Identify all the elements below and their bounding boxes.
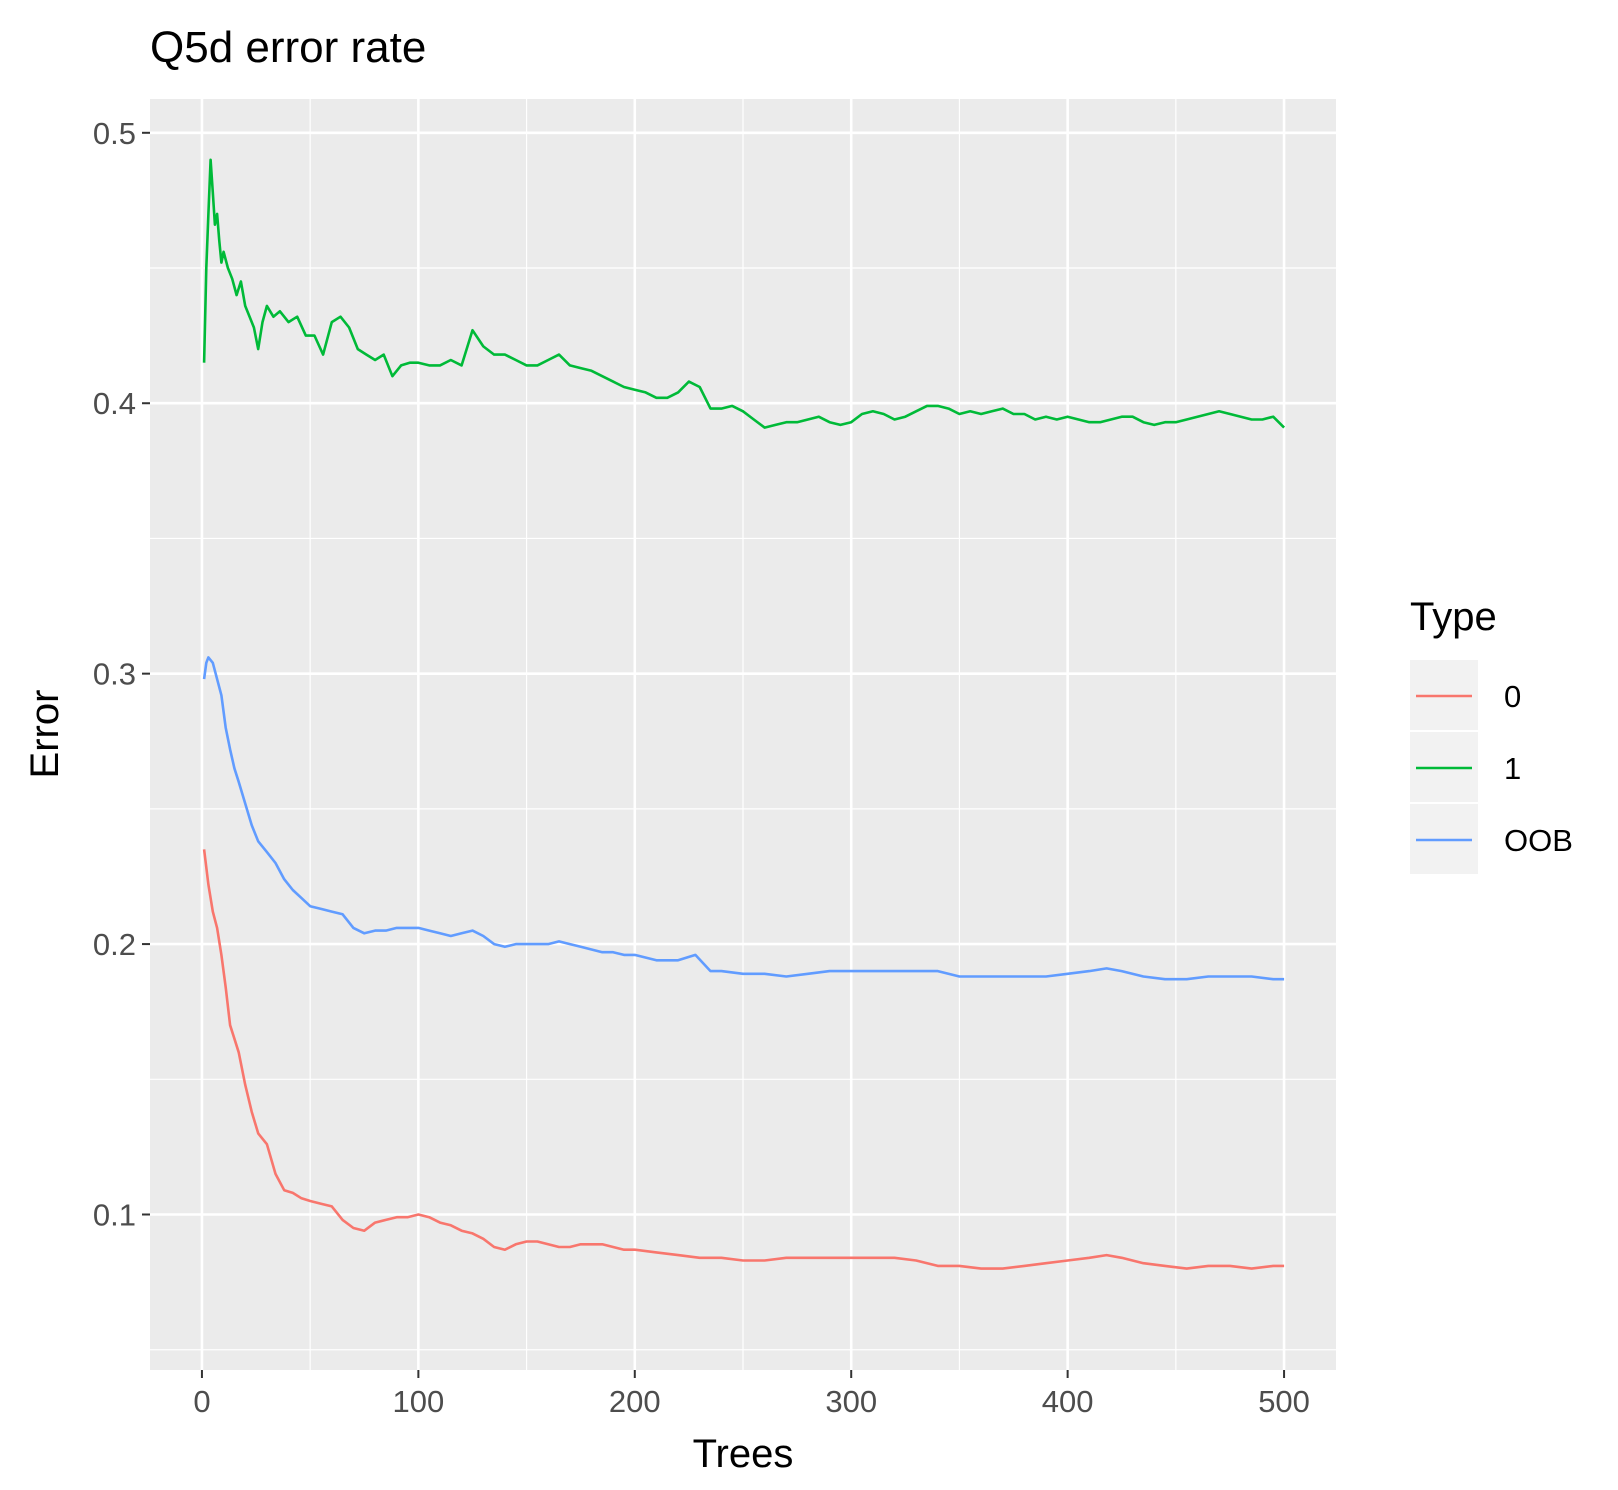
y-tick-label: 0.2 — [93, 927, 136, 962]
x-tick-label: 500 — [1258, 1384, 1310, 1419]
y-tick-label: 0.3 — [93, 657, 136, 692]
major-gridlines — [150, 99, 1336, 1370]
series-lines — [202, 158, 1286, 1270]
y-tick-label: 0.4 — [93, 386, 136, 421]
legend-label: 1 — [1504, 751, 1521, 786]
y-tick-label: 0.5 — [93, 116, 136, 151]
y-axis-title: Error — [23, 690, 67, 779]
minor-gridlines — [150, 99, 1336, 1370]
legend-label: OOB — [1504, 823, 1573, 858]
x-axis: 0 100 200 300 400 500 — [193, 1370, 1310, 1419]
legend-title: Type — [1410, 595, 1497, 639]
x-axis-title: Trees — [693, 1432, 794, 1476]
x-tick-label: 0 — [193, 1384, 210, 1419]
y-tick-label: 0.1 — [93, 1198, 136, 1233]
x-tick-label: 200 — [609, 1384, 661, 1419]
series-line-0 — [202, 849, 1285, 1270]
chart-title: Q5d error rate — [150, 23, 426, 72]
y-axis: 0.1 0.2 0.3 0.4 0.5 — [93, 116, 150, 1233]
x-tick-label: 400 — [1042, 1384, 1094, 1419]
legend-label: 0 — [1504, 679, 1521, 714]
x-tick-label: 300 — [825, 1384, 877, 1419]
series-line-1 — [202, 158, 1286, 429]
legend: Type 0 1 OOB — [1410, 595, 1573, 874]
series-line-oob — [202, 656, 1285, 981]
x-tick-label: 100 — [392, 1384, 444, 1419]
